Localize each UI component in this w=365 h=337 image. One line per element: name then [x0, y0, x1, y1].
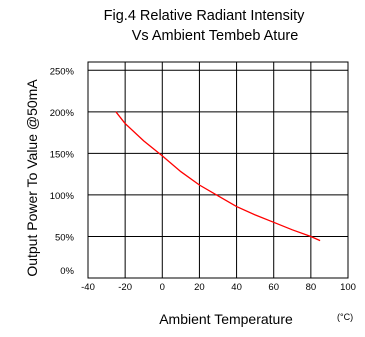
y-tick-label: 50%: [55, 232, 75, 243]
x-tick-label: 20: [194, 282, 205, 293]
plot-frame: [87, 61, 349, 279]
y-tick-label: 250%: [50, 66, 75, 77]
x-axis-label: Ambient Temperature: [159, 311, 293, 327]
x-axis-unit-label: (°C): [337, 312, 353, 322]
series-line: [115, 111, 321, 242]
y-tick-label: 150%: [50, 149, 75, 160]
x-tick-label: 0: [160, 282, 165, 293]
x-tick-label: 60: [268, 282, 279, 293]
y-tick-label: 200%: [50, 108, 75, 119]
chart-title-line-1: Fig.4 Relative Radiant Intensity: [104, 8, 305, 24]
x-tick-label: 40: [231, 282, 242, 293]
y-axis-label: Output Power To Value @50mA: [24, 79, 40, 277]
x-tick-label: -20: [118, 282, 132, 293]
y-tick-label: 100%: [50, 191, 75, 202]
x-tick-label: 80: [306, 282, 317, 293]
y-tick-label: 0%: [60, 266, 74, 277]
plot-layer: [115, 111, 321, 242]
grid-layer: [87, 61, 349, 279]
tick-layer: -40 -20 0 20 40 60 80 100 0% 50% 100% 150% 200% 250%: [50, 66, 356, 293]
x-tick-label: -40: [81, 282, 95, 293]
x-tick-label: 100: [340, 282, 356, 293]
chart-title-line-2: Vs Ambient Tembeb Ature: [132, 28, 299, 44]
